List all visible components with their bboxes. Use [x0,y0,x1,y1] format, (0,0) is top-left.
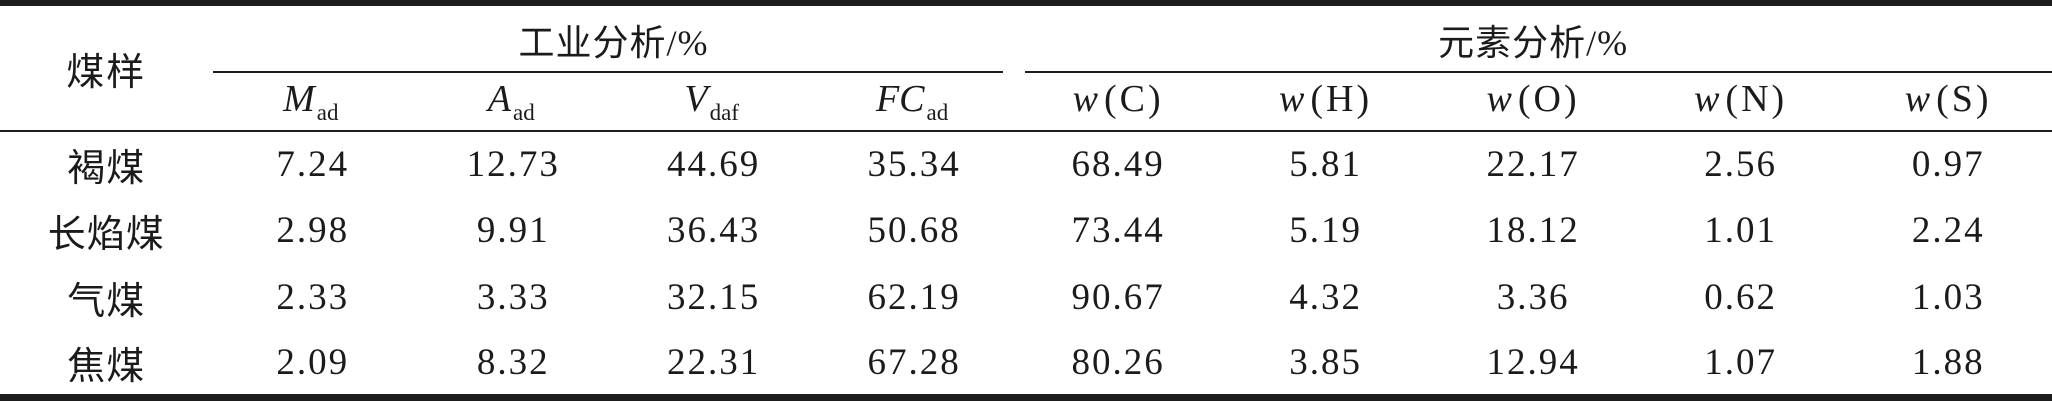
column-symbol: V [684,78,708,121]
column-header-wC: w (C) [1014,73,1222,132]
sample-column-header: 煤样 [0,3,213,132]
value-cell: 5.19 [1289,210,1362,252]
value-cell: 32.15 [667,277,761,319]
value-cell: 2.09 [276,341,350,383]
value-cell: 7.24 [276,144,350,186]
column-header-Aad: Aad [413,73,614,132]
group-header-row: 煤样 工业分析/% 元素分析/% [0,3,2052,132]
value-cell: 22.17 [1486,144,1580,186]
table-row: 焦煤 2.09 8.32 22.31 67.28 80.26 3.85 12.9… [0,331,2052,398]
value-cell: 1.07 [1704,341,1777,383]
group-header-ultimate: 元素分析/% [1014,3,2052,73]
value-cell: 0.62 [1704,277,1777,319]
column-symbol: w [1072,78,1098,121]
sample-cell: 焦煤 [67,345,146,388]
column-suffix: (O) [1517,78,1580,121]
table-row: 褐煤 7.24 12.73 44.69 35.34 68.49 5.81 22.… [0,131,2052,198]
column-header-Vdaf: Vdaf [613,73,814,132]
group-label-ultimate: 元素分析/% [1438,22,1629,63]
column-symbol: w [1694,78,1720,121]
value-cell: 2.98 [276,210,350,252]
value-cell: 68.49 [1071,144,1165,186]
column-subscript: ad [316,99,339,125]
column-suffix: (N) [1725,78,1788,121]
sample-cell: 气煤 [67,281,146,324]
value-cell: 73.44 [1071,210,1165,252]
column-header-Mad: Mad [212,73,414,132]
value-cell: 8.32 [476,341,550,383]
column-suffix: (H) [1310,78,1373,121]
column-symbol: w [1904,78,1931,121]
column-header-wS: w (S) [1844,73,2052,132]
value-cell: 90.67 [1071,277,1165,319]
group-underline-proximate [212,71,1004,73]
value-cell: 3.36 [1496,277,1570,319]
value-cell: 4.32 [1289,277,1362,319]
column-header-wN: w (N) [1636,73,1845,132]
column-symbol: M [283,78,315,121]
sample-cell: 褐煤 [67,148,146,191]
table-row: 长焰煤 2.98 9.91 36.43 50.68 73.44 5.19 18.… [0,198,2052,265]
value-cell: 35.34 [867,144,961,186]
value-cell: 44.69 [667,144,761,186]
value-cell: 1.01 [1704,210,1777,252]
value-cell: 5.81 [1289,144,1362,186]
table-row: 气煤 2.33 3.33 32.15 62.19 90.67 4.32 3.36… [0,264,2052,331]
column-header-FCad: FCad [813,73,1015,132]
value-cell: 18.12 [1486,210,1580,252]
value-cell: 3.85 [1289,341,1362,383]
value-cell: 2.33 [276,277,350,319]
value-cell: 80.26 [1071,341,1165,383]
value-cell: 12.73 [466,144,560,186]
value-cell: 62.19 [867,277,961,319]
sample-cell: 长焰煤 [47,214,165,257]
column-subscript: ad [926,99,949,125]
value-cell: 2.24 [1911,210,1985,252]
column-subscript: daf [709,99,739,125]
value-cell: 2.56 [1704,144,1777,186]
value-cell: 67.28 [867,341,961,383]
column-suffix: (C) [1103,78,1164,121]
sub-header-row: Mad Aad Vdaf FCad w (C) w (H) w (O) w (N) w(… [0,73,2052,132]
value-cell: 12.94 [1486,341,1580,383]
value-cell: 1.03 [1911,277,1985,319]
group-underline-ultimate [1025,71,2052,73]
column-symbol: w [1279,78,1305,121]
column-header-wO: w (O) [1429,73,1637,132]
value-cell: 1.88 [1911,341,1985,383]
value-cell: 3.33 [476,277,550,319]
value-cell: 9.91 [476,210,550,252]
value-cell: 36.43 [667,210,761,252]
group-header-proximate: 工业分析/% [212,3,1015,73]
column-subscript: ad [512,99,535,125]
column-symbol: FC [875,78,925,121]
group-label-proximate: 工业分析/% [518,22,709,63]
value-cell: 0.97 [1911,144,1985,186]
column-header-wH: w (H) [1221,73,1430,132]
column-suffix: (S) [1936,78,1992,121]
value-cell: 22.31 [667,341,761,383]
column-symbol: A [487,78,511,121]
column-symbol: w [1486,78,1512,121]
value-cell: 50.68 [867,210,961,252]
